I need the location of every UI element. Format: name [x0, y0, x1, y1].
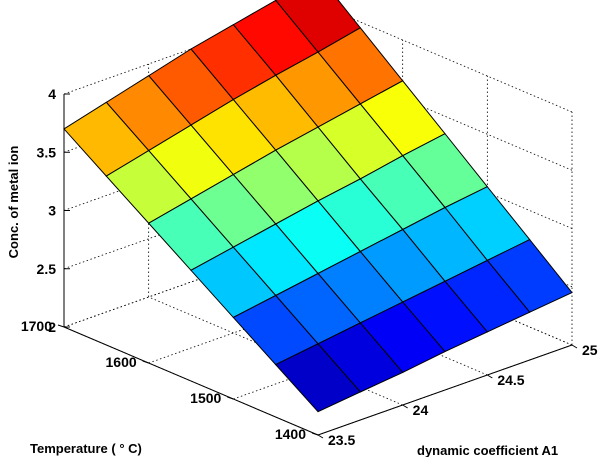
z-tick-label: 2 [48, 319, 56, 335]
z-tick-label: 2.5 [37, 261, 57, 277]
x-tick-mark [402, 404, 408, 409]
z-tick-label: 3 [48, 203, 56, 219]
x-tick-mark [571, 344, 578, 349]
y-tick-mark [142, 360, 149, 364]
y-tick-mark [57, 324, 65, 328]
x-tick-label: 23.5 [328, 432, 355, 448]
x-tick-label: 24 [413, 402, 429, 418]
y-tick-mark [227, 396, 234, 400]
z-tick-label: 4 [48, 86, 56, 102]
x-tick-label: 24.5 [497, 372, 524, 388]
x-axis-label: dynamic coefficient A1 [417, 443, 558, 457]
y-tick-label: 1500 [190, 390, 221, 406]
z-axis-label: Conc. of metal ion [6, 146, 21, 259]
y-axis-line [63, 326, 319, 436]
y-axis-label: Temperature ( ° C) [30, 441, 142, 456]
y-tick-label: 1700 [21, 318, 52, 334]
surface-facet [274, 343, 362, 413]
x-axis-line [317, 344, 573, 436]
y-tick-mark [311, 432, 319, 436]
x-tick-mark [487, 374, 493, 379]
y-tick-label: 1600 [106, 354, 137, 370]
x-tick-mark [317, 434, 324, 439]
x-tick-label: 25 [582, 342, 598, 358]
y-tick-label: 1400 [275, 426, 306, 442]
axis-lines [57, 93, 578, 439]
z-tick-label: 3.5 [37, 144, 57, 160]
surface [63, 0, 573, 413]
